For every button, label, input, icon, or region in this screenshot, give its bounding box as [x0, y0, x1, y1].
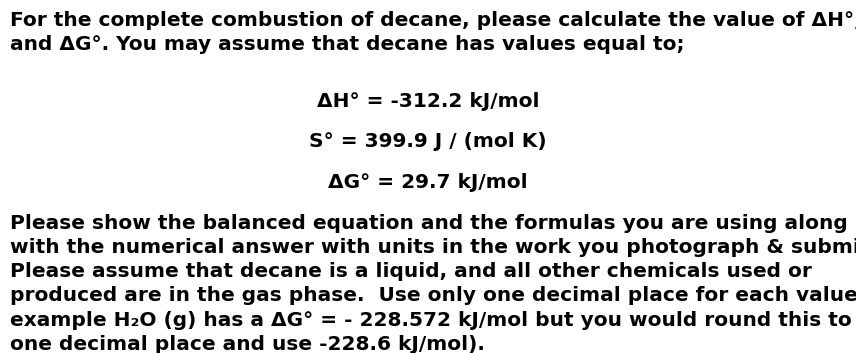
Text: Please show the balanced equation and the formulas you are using along
with the : Please show the balanced equation and th… — [10, 214, 856, 353]
Text: ΔG° = 29.7 kJ/mol: ΔG° = 29.7 kJ/mol — [328, 173, 528, 192]
Text: S° = 399.9 J / (mol K): S° = 399.9 J / (mol K) — [309, 132, 547, 151]
Text: For the complete combustion of decane, please calculate the value of ΔH°, ΔS°
an: For the complete combustion of decane, p… — [10, 11, 856, 54]
Text: ΔH° = -312.2 kJ/mol: ΔH° = -312.2 kJ/mol — [317, 92, 539, 111]
